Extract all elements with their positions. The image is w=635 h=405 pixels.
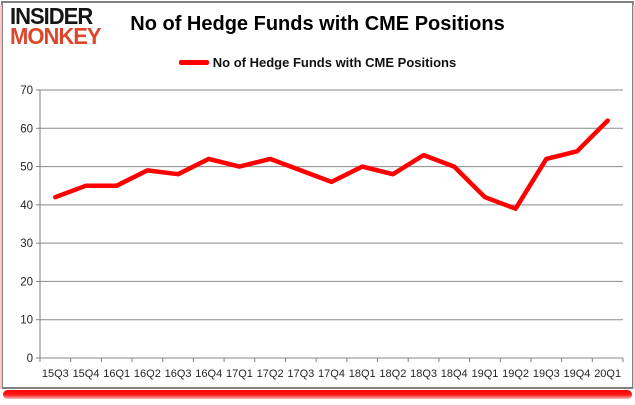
y-axis-label: 40 [20, 200, 33, 212]
right-red-glow [633, 5, 635, 389]
x-axis-label: 19Q3 [533, 368, 560, 380]
y-axis-label: 20 [20, 276, 33, 288]
x-axis-label: 18Q3 [410, 368, 437, 380]
x-axis-label: 19Q1 [471, 368, 498, 380]
y-axis-label: 30 [20, 238, 33, 250]
logo-line-insider: INSIDER [10, 2, 93, 30]
series-line-no-of-hedge-funds-with-cme-positions [53, 118, 610, 211]
x-axis-label: 17Q3 [287, 368, 314, 380]
y-axis-label: 0 [27, 353, 33, 365]
y-axis-label: 70 [20, 85, 33, 97]
x-axis-label: 18Q1 [349, 368, 376, 380]
insider-monkey-logo: INSIDER MONKEY [10, 2, 102, 49]
x-axis-label: 17Q1 [226, 368, 253, 380]
x-axis-label: 17Q4 [318, 368, 345, 380]
logo-line-monkey: MONKEY [10, 22, 102, 49]
y-axis-label: 60 [20, 123, 33, 135]
x-axis-label: 20Q1 [594, 368, 621, 380]
x-axis-label: 16Q1 [103, 368, 130, 380]
y-axis-label: 50 [20, 162, 33, 174]
x-axis-label: 17Q2 [257, 368, 284, 380]
legend-label: No of Hedge Funds with CME Positions [212, 55, 457, 70]
legend: No of Hedge Funds with CME Positions [0, 55, 635, 70]
chart-frame-border [1, 1, 634, 389]
bottom-red-accent [3, 390, 632, 399]
left-red-glow [0, 5, 2, 389]
x-axis-label: 16Q2 [134, 368, 161, 380]
x-axis-label: 15Q4 [73, 368, 100, 380]
x-axis-label: 16Q4 [195, 368, 222, 380]
x-axis-label: 15Q3 [42, 368, 69, 380]
y-axis-label: 10 [20, 315, 33, 327]
x-axis-label: 18Q4 [441, 368, 468, 380]
x-axis-label: 19Q4 [564, 368, 591, 380]
chart-title: No of Hedge Funds with CME Positions [130, 13, 505, 35]
legend-line-swatch [178, 60, 209, 65]
x-axis-label: 16Q3 [165, 368, 192, 380]
x-axis-label: 19Q2 [502, 368, 529, 380]
x-axis-label: 18Q2 [379, 368, 406, 380]
